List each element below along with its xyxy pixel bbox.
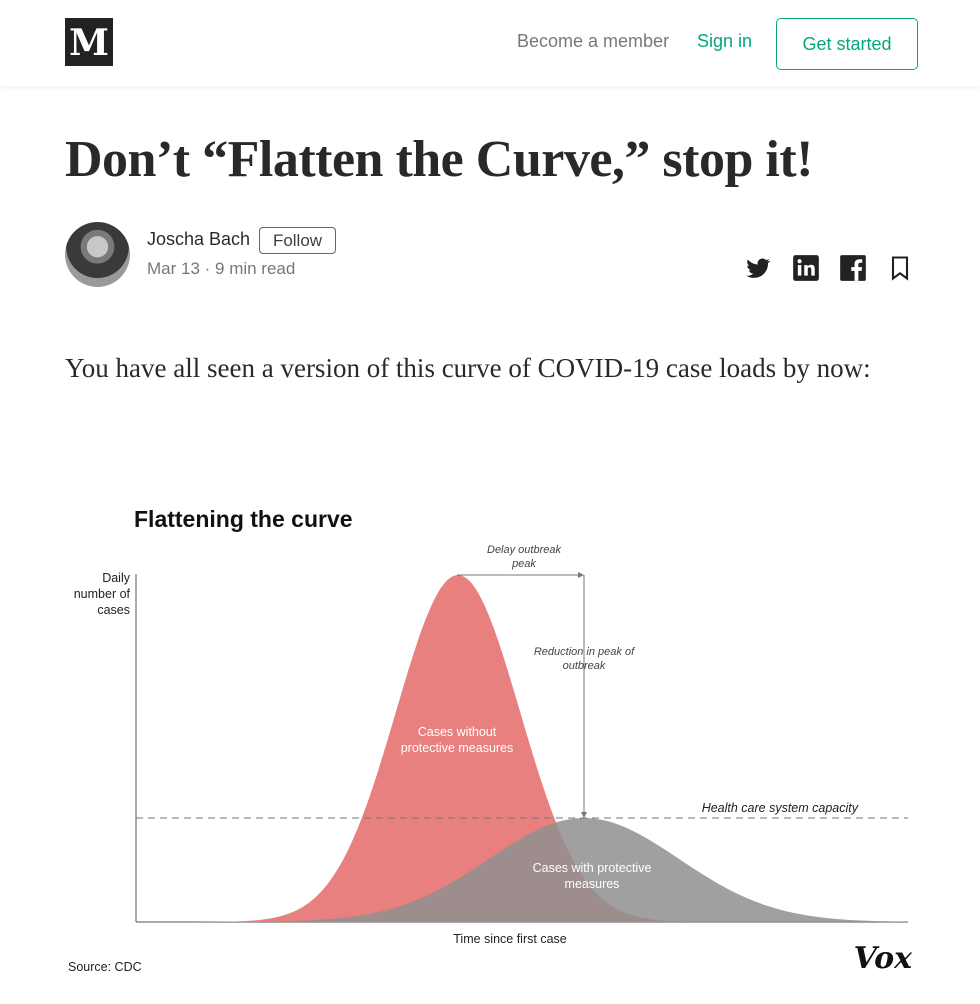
author-name[interactable]: Joscha Bach bbox=[147, 229, 251, 249]
y-axis-label: Daily number of cases bbox=[74, 571, 131, 617]
chart-title: Flattening the curve bbox=[134, 506, 353, 532]
curve-with-protective-measures bbox=[180, 818, 908, 922]
source-label: Source: CDC bbox=[68, 960, 142, 974]
facebook-icon[interactable] bbox=[839, 254, 867, 282]
author-avatar[interactable] bbox=[65, 222, 130, 287]
article-meta: Mar 13 · 9 min read bbox=[147, 259, 296, 278]
reduction-arrowhead bbox=[581, 812, 587, 818]
article-title: Don’t “Flatten the Curve,” stop it! bbox=[65, 131, 813, 188]
sign-in-link[interactable]: Sign in bbox=[697, 31, 753, 51]
reduction-annotation: Reduction in peak of outbreak bbox=[534, 646, 635, 672]
follow-button[interactable]: Follow bbox=[259, 227, 336, 254]
curve-chart: Flattening the curve Daily number of cases… bbox=[68, 506, 914, 976]
vox-logo: Vox bbox=[854, 941, 914, 976]
get-started-button[interactable]: Get started bbox=[776, 18, 918, 70]
twitter-icon[interactable] bbox=[744, 254, 772, 282]
flatten-curve-figure: Flattening the curve Daily number of cases… bbox=[60, 494, 920, 994]
capacity-label: Health care system capacity bbox=[702, 801, 859, 815]
delay-annotation: Delay outbreak peak bbox=[487, 544, 561, 570]
become-member-link[interactable]: Become a member bbox=[517, 31, 670, 51]
medium-logo[interactable]: M bbox=[65, 18, 113, 66]
x-axis-label: Time since first case bbox=[453, 932, 567, 946]
article-paragraph: You have all seen a version of this curv… bbox=[65, 353, 871, 383]
delay-arrowhead bbox=[578, 572, 584, 578]
linkedin-icon[interactable] bbox=[792, 254, 820, 282]
series-label-with: Cases with protective measures bbox=[533, 861, 652, 891]
top-navigation-bar: M Become a member Sign in Get started bbox=[0, 0, 980, 86]
series-label-without: Cases without protective measures bbox=[401, 725, 514, 755]
bookmark-icon[interactable] bbox=[886, 254, 914, 282]
curve-without-protective-measures bbox=[150, 575, 760, 922]
